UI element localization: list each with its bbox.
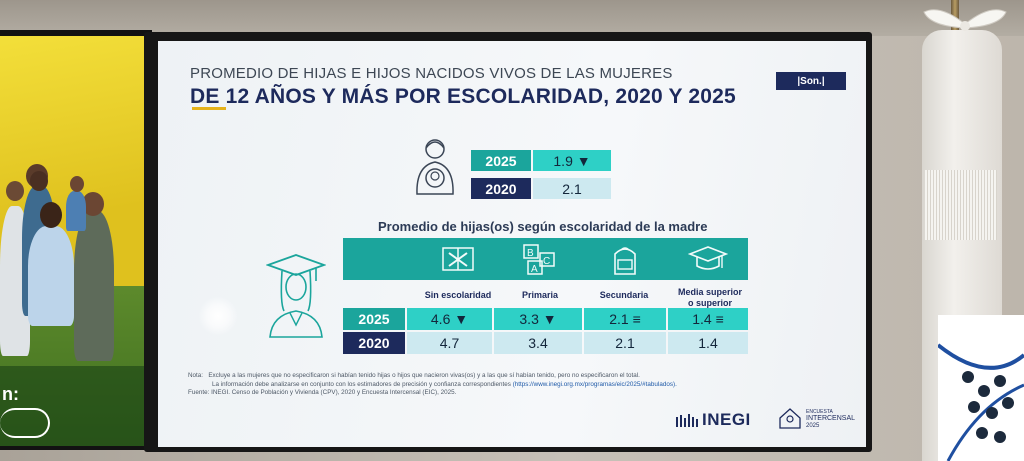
person-figure (40, 202, 62, 228)
graduate-woman-icon (266, 254, 326, 338)
table-cell: 1.4 (668, 332, 748, 354)
table-title: Promedio de hijas(os) según escolaridad … (378, 219, 708, 234)
abc-blocks-icon: B C A (523, 244, 555, 275)
intercensal-top: ENCUESTA (806, 409, 833, 415)
ceiling (0, 0, 1024, 36)
light-reflection (198, 296, 238, 336)
presentation-slide: PROMEDIO DE HIJAS E HIJOS NACIDOS VIVOS … (158, 41, 866, 447)
table-header-band (343, 238, 748, 280)
table-cell: 3.3 ▼ (494, 308, 582, 330)
summary-value-2025: 1.9 ▼ (533, 150, 611, 171)
person-figure (28, 226, 74, 326)
person-figure (74, 211, 114, 361)
column-primaria: Primaria (521, 290, 559, 300)
note-link[interactable]: (https://www.inegi.org.mx/programas/eic/… (512, 380, 677, 388)
footnotes: Nota: Excluye a las mujeres que no espec… (188, 372, 677, 398)
graduation-cap-icon (688, 246, 728, 270)
table-cell: 4.6 ▼ (407, 308, 492, 330)
intercensal-year: 2025 (806, 423, 820, 429)
table-cell: 4.7 (407, 332, 492, 354)
title-underline (192, 107, 226, 110)
table-cell: 2.1 (584, 332, 666, 354)
row-year-2025: 2025 (343, 308, 405, 330)
summary-value-2020: 2.1 (533, 178, 611, 199)
left-screen-text: n: (2, 384, 19, 404)
flag-bow (923, 9, 1007, 31)
flag-emblem-band (938, 315, 1024, 461)
flag-fringe (925, 170, 997, 240)
svg-text:B: B (527, 248, 534, 259)
mother-baby-icon (416, 139, 454, 195)
slide-title-line1: PROMEDIO DE HIJAS E HIJOS NACIDOS VIVOS … (190, 65, 673, 82)
note-line1: Nota: Excluye a las mujeres que no espec… (188, 372, 677, 381)
table-cell: 1.4 ≡ (668, 308, 748, 330)
house-icon (779, 408, 801, 429)
book-icon (442, 247, 474, 271)
person-figure (70, 176, 84, 192)
inegi-logo-mark (676, 414, 698, 427)
table-cell: 2.1 ≡ (584, 308, 666, 330)
dark-overlay (0, 366, 146, 446)
note-label: Nota: (188, 372, 204, 379)
column-media-superior: Media superior (677, 287, 742, 297)
row-year-2020: 2020 (343, 332, 405, 354)
left-screen-image: n: (0, 36, 146, 446)
svg-text:C: C (543, 256, 550, 267)
note-text1: Excluye a las mujeres que no especificar… (208, 372, 640, 379)
intercensal-mid: INTERCENSAL (806, 415, 856, 422)
person-figure (66, 191, 86, 231)
note-source: Fuente: INEGI. Censo de Población y Vivi… (188, 389, 457, 397)
column-media-superior-line2: o superior (687, 298, 732, 308)
inegi-logo: INEGI (702, 410, 751, 429)
son-badge: |Son.| (776, 72, 846, 90)
left-screen: n: (0, 30, 152, 450)
summary-year-2025: 2025 (471, 150, 531, 171)
slide-title-line2: DE 12 AÑOS Y MÁS POR ESCOLARIDAD, 2020 Y… (190, 85, 736, 108)
flag-emblem (938, 343, 1024, 461)
column-secundaria: Secundaria (599, 290, 649, 300)
table-cell: 3.4 (494, 332, 582, 354)
summary-year-2020: 2020 (471, 178, 531, 199)
person-figure (82, 192, 104, 216)
hand-icon (0, 408, 50, 438)
svg-text:A: A (531, 264, 538, 275)
note-line2: La información debe analizarse en conjun… (188, 381, 677, 390)
column-sin-escolaridad: Sin escolaridad (424, 290, 492, 300)
backpack-icon (614, 247, 636, 275)
note-text2: La información debe analizarse en conjun… (212, 380, 511, 388)
person-figure (30, 171, 48, 191)
person-figure (6, 181, 24, 201)
